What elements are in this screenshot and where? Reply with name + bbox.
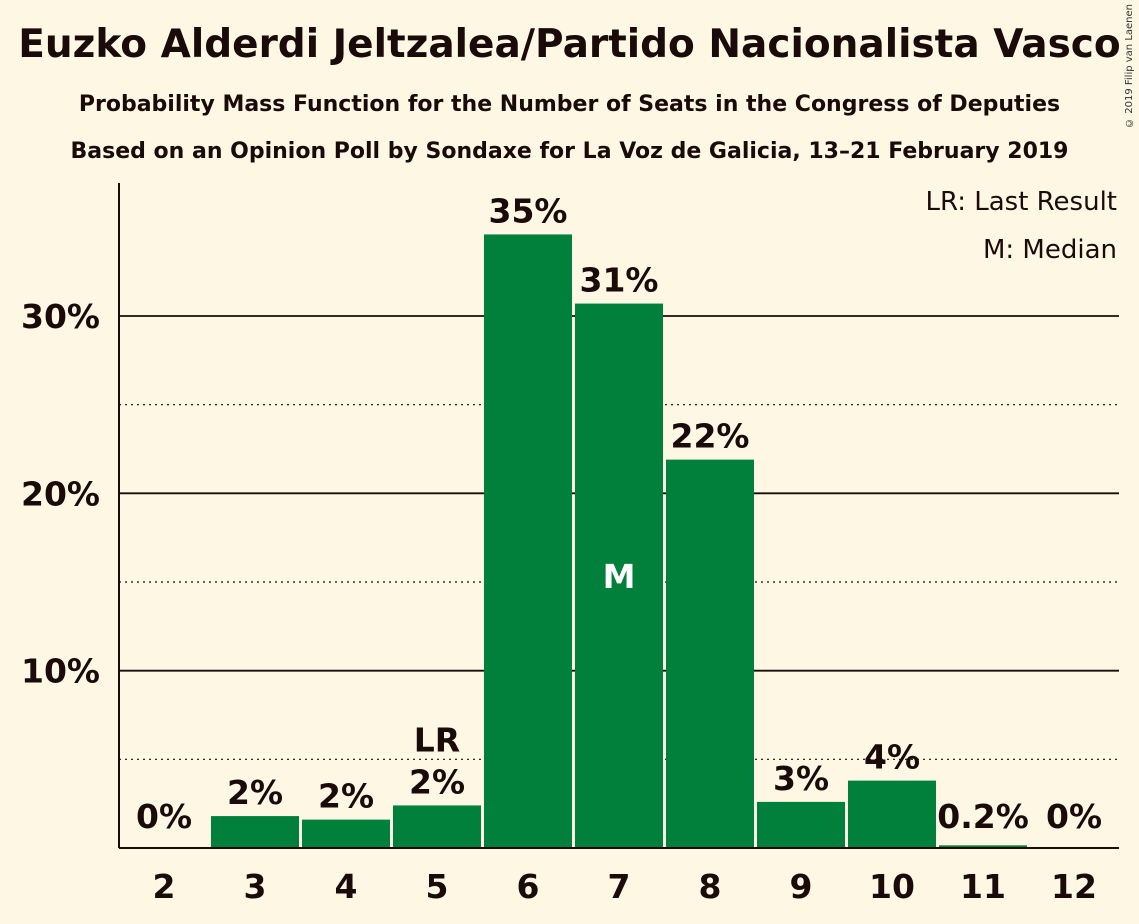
- value-label: 31%: [580, 261, 659, 300]
- value-label: 22%: [671, 417, 750, 456]
- last-result-marker: LR: [414, 720, 460, 759]
- value-label: 2%: [318, 777, 374, 816]
- legend-entry: M: Median: [983, 235, 1117, 265]
- chart-source: Based on an Opinion Poll by Sondaxe for …: [70, 139, 1069, 164]
- value-label: 4%: [864, 738, 920, 777]
- value-label: 2%: [227, 773, 283, 812]
- median-marker: M: [603, 557, 636, 596]
- x-tick-label: 11: [960, 867, 1006, 906]
- value-label: 0.2%: [937, 797, 1029, 836]
- x-tick-label: 5: [426, 867, 449, 906]
- labels: 10%20%30%0%22%32%42%5LR35%631%7M22%83%94…: [21, 191, 1102, 906]
- chart-title: Euzko Alderdi Jeltzalea/Partido Nacional…: [18, 22, 1121, 67]
- bar: [484, 234, 572, 849]
- x-tick-label: 2: [153, 867, 176, 906]
- bar: [211, 816, 299, 848]
- x-tick-label: 8: [699, 867, 722, 906]
- bar: [302, 819, 390, 848]
- value-label: 3%: [773, 759, 829, 798]
- x-tick-label: 10: [869, 867, 915, 906]
- legend-entry: LR: Last Result: [925, 187, 1117, 217]
- value-label: 2%: [409, 762, 465, 801]
- axes: [118, 183, 1119, 849]
- x-tick-label: 12: [1051, 867, 1097, 906]
- bar: [393, 805, 481, 848]
- x-tick-label: 9: [790, 867, 813, 906]
- y-tick-label: 10%: [21, 652, 100, 691]
- bar: [666, 459, 754, 848]
- value-label: 0%: [136, 797, 192, 836]
- chart-subtitle: Probability Mass Function for the Number…: [78, 92, 1061, 117]
- bar: [848, 780, 936, 848]
- bar: [757, 801, 845, 848]
- x-tick-label: 6: [517, 867, 540, 906]
- y-tick-label: 30%: [21, 297, 100, 336]
- x-tick-label: 4: [335, 867, 358, 906]
- legend: LR: Last Result M: Median: [925, 187, 1117, 265]
- x-tick-label: 7: [608, 867, 631, 906]
- bar: [939, 845, 1027, 848]
- y-tick-label: 20%: [21, 474, 100, 513]
- bars: [211, 234, 1027, 849]
- bar: [575, 303, 663, 848]
- value-label: 35%: [489, 191, 568, 230]
- value-label: 0%: [1046, 797, 1102, 836]
- x-tick-label: 3: [244, 867, 267, 906]
